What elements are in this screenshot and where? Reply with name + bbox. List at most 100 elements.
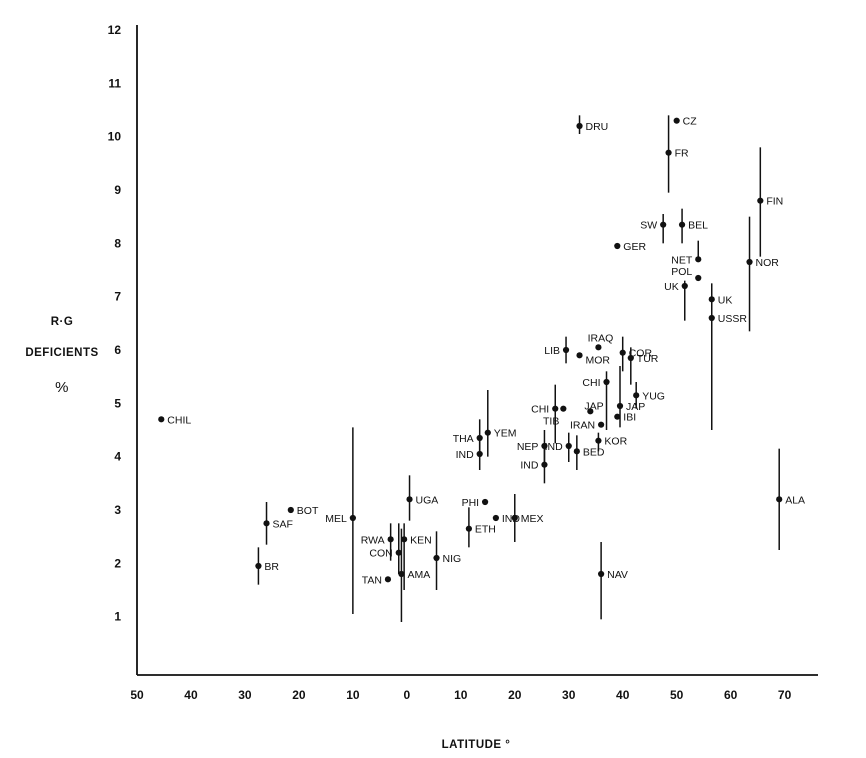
point-label: GER [623, 241, 646, 253]
point-label: TUR [637, 353, 659, 365]
point-label: JAP [626, 401, 645, 413]
data-point [614, 242, 621, 250]
x-tick-label: 30 [562, 688, 576, 702]
point-label: DRU [586, 121, 609, 133]
data-point [757, 197, 764, 204]
data-point [263, 520, 270, 527]
data-point [401, 536, 408, 543]
x-tick-label: 20 [292, 688, 306, 702]
data-point [665, 149, 672, 156]
point-label: IRAQ [588, 332, 614, 344]
data-point [619, 349, 626, 356]
point-label: IBI [623, 412, 636, 424]
data-point [552, 405, 559, 412]
y-tick-label: 11 [108, 76, 121, 90]
data-point [595, 437, 602, 444]
data-point [433, 554, 440, 562]
x-tick-label: 20 [508, 688, 522, 702]
data-point [395, 549, 402, 556]
point-label: ALA [785, 494, 805, 506]
data-point [660, 221, 667, 228]
x-tick-label: 30 [238, 688, 252, 702]
data-point [384, 576, 392, 583]
data-point [616, 402, 624, 410]
data-point [603, 378, 610, 386]
data-point [562, 346, 570, 354]
x-tick-label: 50 [670, 688, 684, 702]
point-label: TIB [543, 416, 559, 428]
data-point [492, 514, 499, 522]
point-label: CZ [683, 116, 698, 128]
data-point [387, 536, 394, 543]
point-label: THA [453, 433, 474, 445]
point-label: CHIL [167, 414, 191, 426]
y-tick-label: 6 [114, 343, 121, 357]
data-point [476, 450, 483, 458]
x-tick-label: 10 [346, 688, 360, 702]
point-label: UK [718, 294, 733, 306]
axes [136, 25, 818, 676]
data-point [541, 442, 548, 450]
data-point [406, 496, 413, 503]
data-point [484, 429, 491, 436]
point-label: IND [502, 513, 520, 525]
point-label: SW [640, 220, 657, 232]
y-tick-label: 7 [114, 290, 121, 304]
point-label: NEP [517, 441, 539, 453]
data-point [708, 296, 715, 303]
point-label: COR [629, 348, 653, 360]
point-label: PHI [462, 497, 480, 509]
data-point [598, 421, 605, 428]
point-label: UGA [416, 494, 439, 506]
point-label: TAN [362, 574, 382, 586]
y-tick-label: 8 [114, 236, 121, 250]
x-tick-label: 50 [130, 688, 144, 702]
data-point [695, 256, 702, 263]
data-point [511, 514, 518, 522]
point-label: NOR [756, 257, 780, 269]
point-label: IND [456, 449, 475, 461]
data-point [614, 413, 621, 420]
point-label: NET [671, 254, 693, 266]
point-label: BEL [688, 220, 708, 232]
x-axis-label: LATITUDE ° [442, 739, 511, 751]
point-label: RWA [361, 534, 385, 546]
x-tick-label: 40 [616, 688, 630, 702]
data-point [465, 525, 472, 532]
point-label: MEX [521, 513, 544, 525]
point-label: MEL [325, 513, 347, 525]
point-label: UK [664, 281, 679, 293]
data-point [349, 514, 356, 522]
y-axis-label-line-1: R·G [51, 316, 74, 328]
x-tick-label: 0 [403, 688, 410, 702]
point-label: MOR [586, 354, 611, 366]
data-point [158, 416, 165, 423]
data-point [398, 570, 405, 578]
point-label: BOT [297, 505, 319, 517]
y-tick-label: 1 [114, 610, 121, 624]
point-label: USSR [718, 313, 748, 325]
point-label: YEM [494, 428, 517, 440]
data-point [776, 496, 783, 503]
range-bars [257, 115, 780, 622]
data-point [695, 274, 702, 282]
data-point [587, 408, 594, 415]
point-label: LIB [544, 345, 560, 357]
point-label: CON [369, 548, 392, 560]
point-label: KEN [410, 534, 432, 546]
data-point [627, 354, 634, 362]
point-label: BED [583, 446, 605, 458]
point-label: CHI [582, 377, 600, 389]
point-label: ETH [475, 524, 496, 536]
data-point [255, 562, 262, 570]
data-point [476, 434, 483, 442]
y-axis-label-line-3: % [55, 379, 69, 396]
x-tick-label: 10 [454, 688, 468, 702]
data-point [576, 122, 583, 130]
point-label: POL [671, 266, 692, 278]
data-point [673, 117, 680, 124]
y-tick-label: 10 [108, 130, 122, 144]
point-label: FR [675, 148, 689, 160]
x-tick-labels: 50 40 30 20 10 0 10 20 30 40 50 60 70 [130, 688, 791, 702]
